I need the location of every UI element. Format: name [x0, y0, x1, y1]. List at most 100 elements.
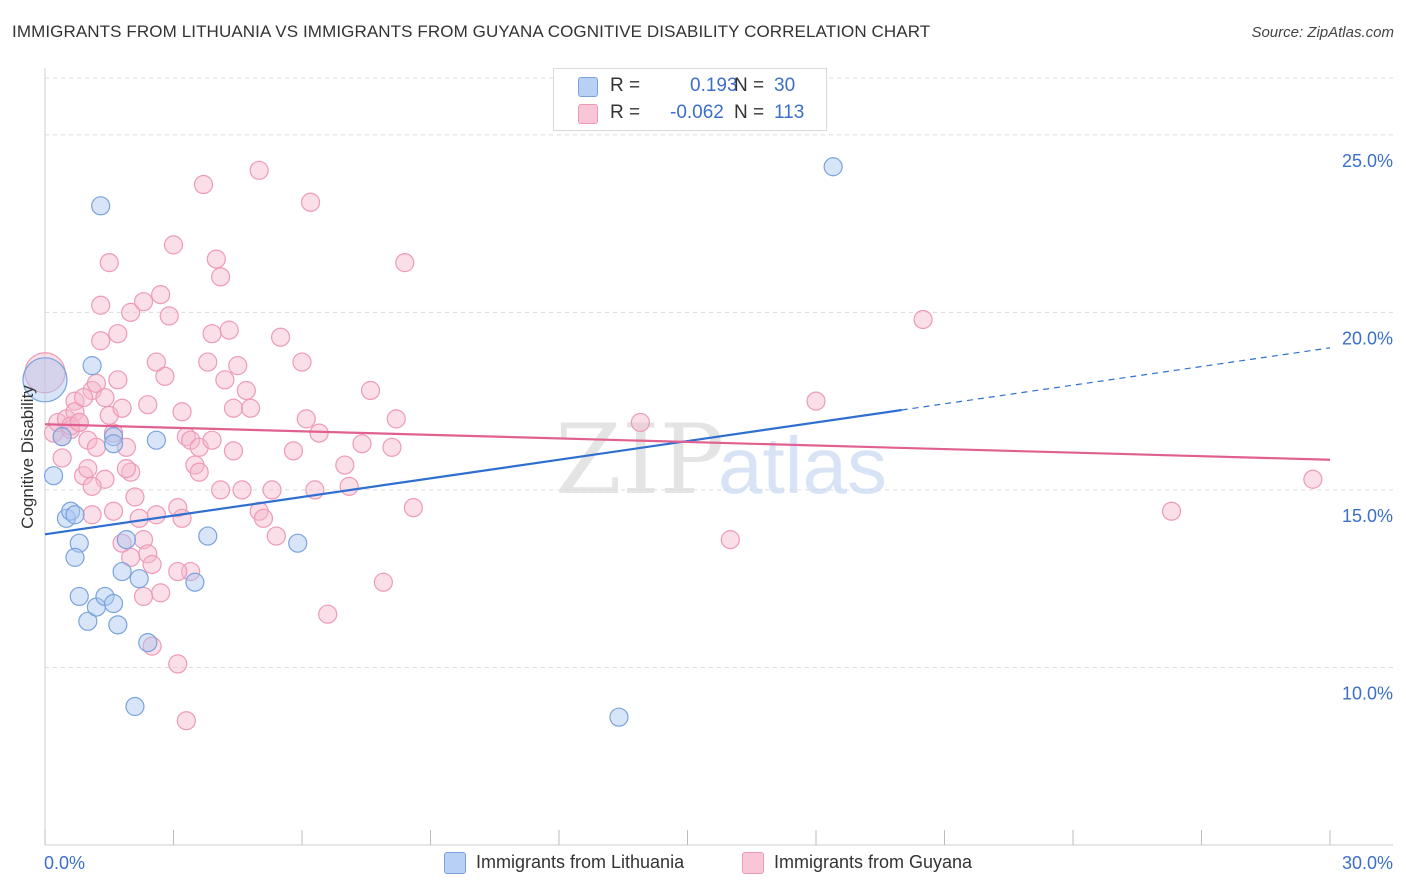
- guyana-point: [318, 604, 338, 624]
- guyana-point: [292, 352, 312, 372]
- guyana-point: [270, 327, 291, 347]
- watermark-zip: ZIP: [555, 404, 724, 516]
- guyana-point: [146, 505, 166, 525]
- guyana-point: [108, 370, 128, 390]
- lithuania-point: [65, 505, 85, 525]
- guyana-point: [211, 480, 231, 500]
- legend-r-value: -0.062: [670, 102, 724, 123]
- guyana-point: [159, 306, 179, 326]
- guyana-point: [125, 487, 145, 507]
- lithuania-point: [146, 430, 166, 450]
- lithuania-point: [198, 526, 218, 546]
- lithuania-point: [185, 572, 205, 592]
- legend-r-label: R =: [610, 75, 641, 96]
- watermark-atlas: atlas: [718, 421, 887, 510]
- lithuania-point: [82, 356, 102, 376]
- guyana-point: [138, 395, 158, 415]
- guyana-trend-line: [44, 423, 1331, 461]
- guyana-point: [189, 462, 209, 482]
- y-tick-label: 10.0%: [1342, 683, 1393, 703]
- guyana-point: [335, 455, 355, 475]
- lithuania-point: [78, 611, 98, 631]
- lithuania-point: [112, 561, 132, 582]
- guyana-point: [395, 253, 415, 273]
- guyana-point: [373, 572, 393, 592]
- lithuania-point: [609, 707, 629, 727]
- pink-swatch: [742, 852, 764, 874]
- source-label: Source: ZipAtlas.com: [1251, 24, 1394, 41]
- guyana-point: [151, 285, 171, 305]
- guyana-point: [69, 412, 89, 433]
- guyana-point: [91, 295, 111, 315]
- guyana-point: [198, 352, 218, 372]
- guyana-point: [206, 249, 226, 269]
- legend-n-label: N =: [734, 75, 765, 96]
- guyana-point: [133, 530, 154, 550]
- guyana-point: [65, 402, 85, 422]
- y-tick-label: 15.0%: [1342, 506, 1393, 526]
- guyana-point: [241, 398, 261, 418]
- guyana-point: [151, 583, 171, 603]
- guyana-point: [215, 370, 235, 390]
- legend-label: Immigrants from Lithuania: [476, 852, 685, 872]
- guyana-point: [223, 398, 244, 418]
- guyana-point: [296, 409, 316, 429]
- guyana-point: [253, 508, 274, 528]
- guyana-point: [309, 423, 329, 443]
- lithuania-point: [288, 533, 308, 553]
- lithuania-point: [103, 434, 124, 454]
- lithuania-point: [823, 157, 843, 177]
- lithuania-point: [103, 593, 124, 614]
- legend-n-label: N =: [734, 102, 765, 123]
- guyana-point: [720, 530, 740, 550]
- guyana-point: [82, 505, 102, 525]
- lithuania-point: [116, 530, 136, 550]
- legend-n-value: 30: [774, 75, 796, 96]
- guyana-point: [913, 309, 933, 330]
- guyana-point: [403, 498, 423, 518]
- guyana-point: [219, 320, 239, 340]
- blue-swatch: [444, 852, 466, 874]
- lithuania-point: [125, 696, 145, 717]
- lithuania-trend-line: [44, 408, 902, 536]
- correlation-legend: R = 0.193 N = 30 R = -0.062 N = 113: [553, 68, 827, 131]
- guyana-point: [211, 267, 231, 287]
- x-tick-label: 0.0%: [44, 853, 85, 873]
- guyana-point: [24, 352, 66, 394]
- chart-title: IMMIGRANTS FROM LITHUANIA VS IMMIGRANTS …: [12, 22, 931, 41]
- guyana-point: [99, 253, 119, 273]
- y-tick-label: 20.0%: [1342, 328, 1393, 348]
- guyana-point: [232, 480, 252, 500]
- lithuania-point: [22, 357, 68, 403]
- lithuania-point: [65, 547, 85, 567]
- guyana-point: [146, 352, 166, 372]
- guyana-point: [262, 480, 282, 500]
- guyana-point: [1303, 469, 1323, 489]
- guyana-point: [202, 430, 222, 450]
- legend-n-value: 113: [774, 102, 805, 123]
- guyana-point: [202, 324, 222, 344]
- guyana-point: [121, 547, 141, 567]
- lithuania-point: [129, 569, 149, 589]
- guyana-point: [116, 437, 136, 457]
- pink-swatch: [578, 104, 598, 124]
- guyana-point: [249, 160, 269, 180]
- lithuania-point: [91, 196, 111, 216]
- guyana-point: [103, 501, 124, 521]
- guyana-point: [129, 508, 149, 528]
- lithuania-point: [52, 427, 72, 447]
- guyana-point: [142, 554, 162, 575]
- legend-label: Immigrants from Guyana: [774, 852, 973, 872]
- guyana-point: [86, 437, 107, 457]
- guyana-point: [163, 235, 184, 255]
- y-tick-label: 25.0%: [1342, 151, 1393, 171]
- guyana-point: [112, 398, 132, 418]
- guyana-point: [300, 192, 321, 212]
- guyana-point: [133, 292, 154, 312]
- lithuania-point: [103, 427, 124, 447]
- guyana-point: [266, 526, 286, 546]
- guyana-point: [133, 586, 154, 607]
- guyana-point: [1161, 501, 1182, 521]
- lithuania-point: [69, 533, 89, 553]
